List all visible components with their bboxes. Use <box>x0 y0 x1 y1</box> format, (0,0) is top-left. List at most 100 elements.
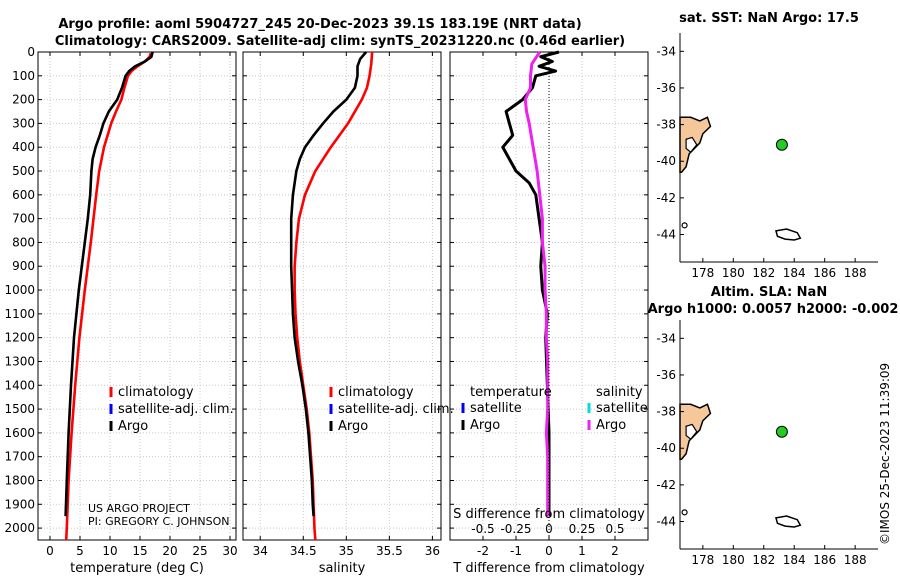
timestamp-text: ©IMOS 25-Dec-2023 11:39:09 <box>878 362 892 545</box>
series-line-argo <box>64 51 154 517</box>
map-x-tick-label: 188 <box>844 266 867 280</box>
x-tick-label: 15 <box>132 544 147 558</box>
sal-tick-label: -0.5 <box>471 522 494 536</box>
map-x-tick-label: 180 <box>722 266 745 280</box>
depth-tick-label: 800 <box>12 235 35 249</box>
island-polygon <box>775 228 802 241</box>
x-tick-label: -2 <box>477 544 489 558</box>
difference-panel: -2 -1 0 1 2 T difference from climatology -0.5… <box>449 50 649 576</box>
salinity-panel: 34 34.5 35 35.5 36 salinity climatology satelli… <box>242 51 454 576</box>
map-y-tick-label: -40 <box>656 154 676 168</box>
temperature-panel: 0100200300400500600700800900100011001200… <box>4 45 237 576</box>
map-y-tick-label: -40 <box>656 441 676 455</box>
legend-label: climatology <box>338 385 414 400</box>
islet <box>681 509 688 516</box>
x-tick-label: 20 <box>162 544 177 558</box>
map-x-tick-label: 182 <box>752 266 775 280</box>
depth-tick-label: 1900 <box>4 497 35 511</box>
x-axis-label: salinity <box>319 561 366 576</box>
map-x-tick-label: 186 <box>813 553 836 567</box>
depth-tick-label: 300 <box>12 116 35 130</box>
island-polygon <box>775 515 802 528</box>
depth-tick-label: 600 <box>12 188 35 202</box>
series-line-climatology <box>293 51 374 541</box>
map-y-tick-label: -36 <box>656 81 676 95</box>
x-tick-label: 35 <box>339 544 354 558</box>
depth-tick-label: 1300 <box>4 354 35 368</box>
credit-project: US ARGO PROJECT <box>88 502 190 515</box>
map-title: sat. SST: NaN Argo: 17.5 <box>679 11 859 26</box>
map-x-tick-label: 184 <box>783 553 806 567</box>
legend-label: Argo <box>470 418 500 433</box>
map-y-tick-label: -44 <box>656 228 676 242</box>
figure-title-line2: Climatology: CARS2009. Satellite-adj cli… <box>55 34 625 49</box>
series-line-climatology <box>64 52 153 541</box>
x-tick-label: 30 <box>222 544 237 558</box>
sal-tick-label: -0.25 <box>500 522 531 536</box>
map-x-tick-label: 178 <box>691 553 714 567</box>
legend-label: satellite-adj. clim. <box>118 402 234 417</box>
argo-float-marker <box>775 138 788 151</box>
sal-tick-label: 0.5 <box>605 522 624 536</box>
depth-tick-label: 1800 <box>4 473 35 487</box>
map-x-tick-label: 180 <box>722 553 745 567</box>
legend-title-temperature: temperature <box>470 385 552 400</box>
credit-block: US ARGO PROJECT PI: GREGORY C. JOHNSON <box>88 502 229 528</box>
legend-label: satellite <box>470 401 522 416</box>
depth-tick-label: 1500 <box>4 402 35 416</box>
x-tick-label: 1 <box>578 544 586 558</box>
depth-tick-label: 700 <box>12 212 35 226</box>
legend-label: satellite-adj. clim. <box>338 402 454 417</box>
x-tick-label: -1 <box>510 544 522 558</box>
map-x-tick-label: 188 <box>844 553 867 567</box>
depth-tick-label: 200 <box>12 93 35 107</box>
depth-tick-label: 2000 <box>4 521 35 535</box>
x-tick-label: 35.5 <box>376 544 403 558</box>
legend-label: climatology <box>118 385 194 400</box>
x-tick-label: 0 <box>545 544 553 558</box>
x-axis-label: T difference from climatology <box>452 561 645 576</box>
figure-title-line1: Argo profile: aoml 5904727_245 20-Dec-20… <box>58 17 581 32</box>
depth-tick-label: 1400 <box>4 378 35 392</box>
x-tick-label: 0 <box>46 544 54 558</box>
x-tick-label: 10 <box>102 544 117 558</box>
lake-polygon <box>685 423 698 440</box>
map-y-tick-label: -44 <box>656 515 676 529</box>
depth-tick-label: 0 <box>27 45 35 59</box>
depth-tick-label: 1100 <box>4 307 35 321</box>
map-x-tick-label: 184 <box>783 266 806 280</box>
map-x-tick-label: 186 <box>813 266 836 280</box>
x-axis-label: temperature (deg C) <box>70 561 204 576</box>
series-line-salinity-argo <box>523 51 550 517</box>
axes-frame <box>37 51 237 541</box>
map-y-tick-label: -38 <box>656 118 676 132</box>
argo-float-marker <box>775 425 788 438</box>
depth-tick-label: 1600 <box>4 426 35 440</box>
credit-pi: PI: GREGORY C. JOHNSON <box>88 515 229 528</box>
map-x-tick-label: 178 <box>691 266 714 280</box>
x-tick-label: 34.5 <box>290 544 317 558</box>
lake-polygon <box>685 136 698 153</box>
map-y-tick-label: -36 <box>656 368 676 382</box>
legend-label: Argo <box>118 419 148 434</box>
sst-map-panel: sat. SST: NaN Argo: 17.5 -34 -36 -38 -40 -42 -… <box>656 11 878 280</box>
map-y-tick-label: -38 <box>656 405 676 419</box>
depth-tick-label: 1200 <box>4 331 35 345</box>
map-title: Altim. SLA: NaN <box>711 285 827 300</box>
islet <box>681 222 688 229</box>
x-tick-label: 34 <box>253 544 268 558</box>
map-y-tick-label: -42 <box>656 191 676 205</box>
map-y-tick-label: -34 <box>656 331 676 345</box>
sla-map-panel: Altim. SLA: NaN Argo h1000: 0.0057 h2000:… <box>648 285 899 567</box>
sal-tick-label: 0.25 <box>569 522 596 536</box>
legend-label: satellite <box>596 401 648 416</box>
depth-tick-label: 100 <box>12 69 35 83</box>
map-x-tick-label: 182 <box>752 553 775 567</box>
depth-tick-label: 500 <box>12 164 35 178</box>
x-tick-label: 5 <box>76 544 84 558</box>
legend-label: Argo <box>338 419 368 434</box>
map-y-tick-label: -34 <box>656 44 676 58</box>
legend-label: Argo <box>596 418 626 433</box>
series-line-temperature-argo <box>501 50 560 517</box>
